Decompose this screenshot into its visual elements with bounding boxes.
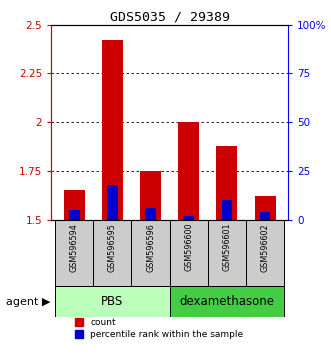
Text: GSM596596: GSM596596 bbox=[146, 223, 155, 272]
Legend: count, percentile rank within the sample: count, percentile rank within the sample bbox=[75, 318, 243, 339]
Text: GSM596600: GSM596600 bbox=[184, 223, 193, 272]
Bar bbox=[102, 40, 123, 219]
Bar bbox=[169, 219, 208, 286]
Title: GDS5035 / 29389: GDS5035 / 29389 bbox=[110, 11, 230, 24]
Text: PBS: PBS bbox=[101, 295, 123, 308]
Bar bbox=[208, 219, 246, 286]
Bar bbox=[55, 219, 93, 286]
Text: agent ▶: agent ▶ bbox=[6, 297, 51, 307]
Bar bbox=[69, 210, 79, 219]
Bar bbox=[145, 208, 156, 219]
Text: GSM596594: GSM596594 bbox=[70, 223, 79, 272]
Bar bbox=[260, 212, 270, 219]
Bar bbox=[178, 122, 199, 219]
Bar bbox=[93, 219, 131, 286]
Text: GSM596595: GSM596595 bbox=[108, 223, 117, 272]
Bar bbox=[255, 196, 276, 219]
Bar bbox=[107, 184, 118, 219]
Text: GSM596602: GSM596602 bbox=[260, 223, 269, 272]
Text: GSM596601: GSM596601 bbox=[222, 223, 231, 272]
Bar bbox=[55, 286, 169, 317]
Bar bbox=[131, 219, 169, 286]
Bar bbox=[183, 216, 194, 219]
Text: dexamethasone: dexamethasone bbox=[179, 295, 274, 308]
Bar bbox=[246, 219, 284, 286]
Bar bbox=[140, 171, 161, 219]
Bar bbox=[216, 145, 237, 219]
Bar bbox=[169, 286, 284, 317]
Bar bbox=[221, 200, 232, 219]
Bar bbox=[64, 190, 85, 219]
